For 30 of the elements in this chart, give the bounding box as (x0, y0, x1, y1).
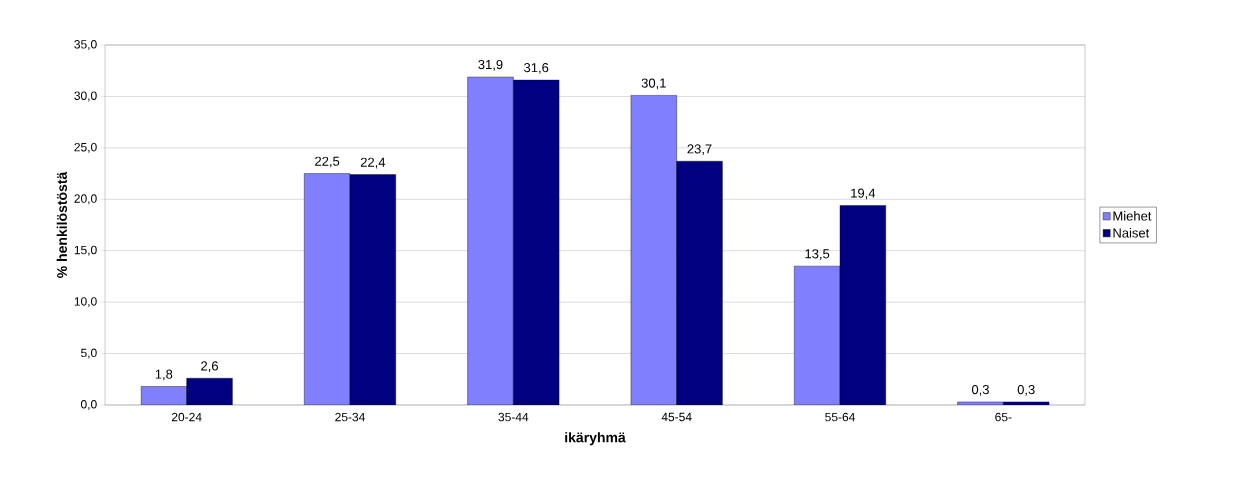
legend-label: Naiset (1113, 227, 1150, 238)
legend-label: Miehet (1113, 211, 1152, 221)
y-tick-label: 25,0 (74, 142, 97, 153)
data-label: 22,4 (360, 157, 386, 169)
data-label: 19,4 (851, 188, 876, 200)
y-tick-label: 10,0 (74, 297, 97, 308)
data-label: 22,5 (315, 156, 340, 168)
x-tick-label: 35-44 (498, 412, 529, 422)
data-label: 31,9 (478, 59, 503, 71)
data-label: 31,6 (524, 63, 549, 74)
data-label: 0,3 (1017, 384, 1035, 396)
x-tick-label: 65- (995, 412, 1012, 422)
data-label: 30,1 (641, 78, 666, 90)
x-tick-label: 45-54 (661, 412, 692, 422)
y-tick-label: 0,0 (80, 400, 97, 410)
y-tick-label: 35,0 (74, 40, 97, 50)
x-tick-label: 55-64 (825, 412, 855, 422)
y-tick-label: 30,0 (74, 91, 97, 102)
y-tick-label: 15,0 (74, 245, 97, 256)
data-label: 0,3 (971, 384, 989, 396)
data-label: 2,6 (201, 361, 219, 373)
x-axis-title: ikäryhmä (565, 432, 626, 446)
data-label: 13,5 (805, 249, 830, 260)
data-label: 23,7 (687, 144, 712, 156)
y-tick-label: 5,0 (81, 348, 97, 359)
x-tick-label: 25-34 (335, 412, 365, 422)
data-label: 1,8 (155, 369, 173, 381)
x-tick-label: 20-24 (171, 412, 202, 422)
y-tick-label: 20,0 (74, 194, 97, 205)
y-axis-title: % henkilöstöstä (56, 171, 67, 278)
